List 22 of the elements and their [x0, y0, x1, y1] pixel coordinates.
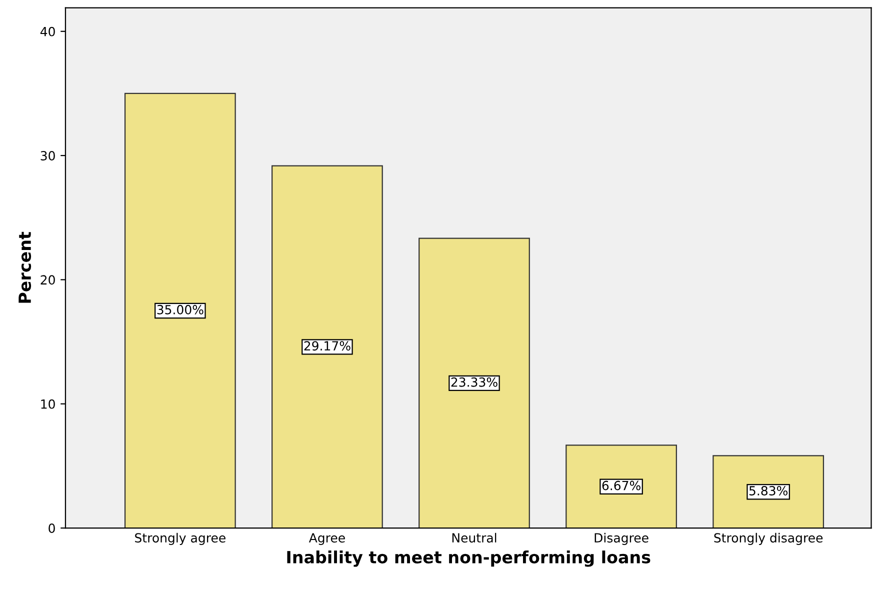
- x-tick-label: Agree: [308, 533, 345, 545]
- y-tick-label: 40: [40, 26, 55, 36]
- y-tick-label: 0: [48, 524, 55, 533]
- x-axis-title: Inability to meet non-performing loans: [287, 550, 650, 567]
- bar: [272, 165, 383, 528]
- y-tick-label: 10: [41, 399, 55, 409]
- data-label: 29.17%: [304, 341, 350, 351]
- data-label: 5.83%: [749, 486, 788, 496]
- y-tick-label: 30: [40, 151, 55, 160]
- y-tick-label: 20: [40, 275, 55, 285]
- x-tick-label: Strongly agree: [135, 532, 226, 545]
- x-tick-label: Neutral: [452, 532, 496, 543]
- x-tick-label: Disagree: [594, 532, 648, 545]
- x-tick-label: Strongly disagree: [714, 532, 823, 545]
- bar: [566, 444, 677, 528]
- bar: [124, 92, 236, 528]
- bar: [712, 455, 824, 528]
- data-label: 6.67%: [602, 480, 640, 490]
- bar: [418, 238, 530, 528]
- y-axis-title: Percent: [18, 232, 32, 303]
- data-label: 23.33%: [451, 377, 498, 387]
- data-label: 35.00%: [157, 304, 204, 314]
